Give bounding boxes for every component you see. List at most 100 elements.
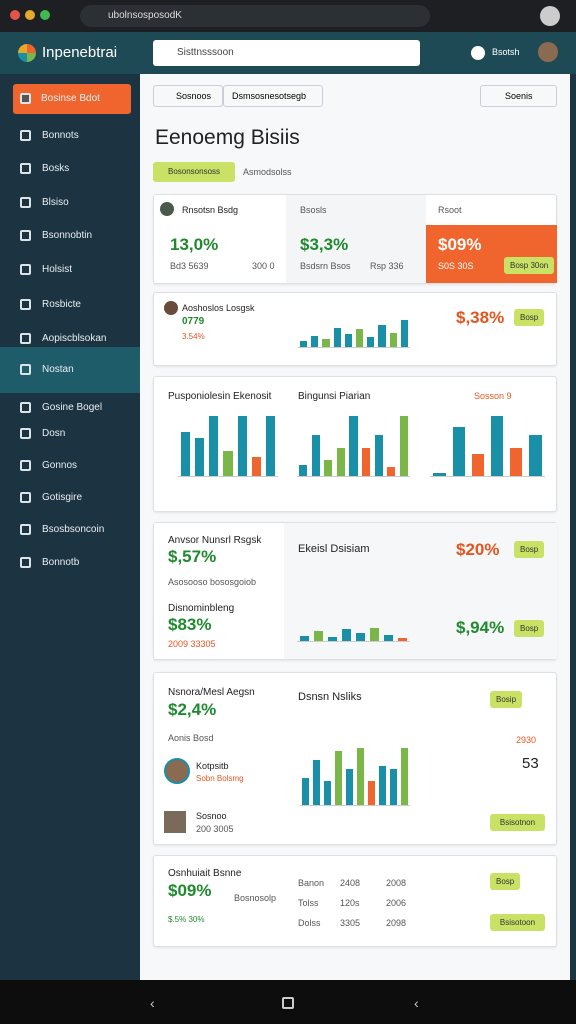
table-cell: 2408 xyxy=(340,878,361,888)
baseline xyxy=(300,805,410,806)
home[interactable] xyxy=(282,997,294,1009)
button[interactable]: Bosp xyxy=(514,620,545,637)
avatar[interactable] xyxy=(538,42,558,62)
big-value: 53 xyxy=(522,755,539,772)
kpi-label: Bsosls xyxy=(300,205,327,215)
baseline xyxy=(178,476,278,477)
user-icon[interactable] xyxy=(471,46,485,60)
avatar xyxy=(164,301,178,315)
foot-sub: 200 3005 xyxy=(196,824,234,834)
url-bar[interactable]: ubolnsosposodK xyxy=(80,5,430,27)
table-cell: 2006 xyxy=(386,898,407,908)
filter[interactable]: Asmodsolss xyxy=(243,167,292,177)
icon xyxy=(20,402,31,413)
icon xyxy=(20,299,31,310)
button[interactable]: Bsisotoon xyxy=(490,914,545,931)
button[interactable]: Bsisotnon xyxy=(490,814,545,831)
kpi-value: $09% xyxy=(438,235,482,254)
sidebar-item[interactable]: Bsonnobtin xyxy=(42,230,93,241)
metric: $,94% xyxy=(456,618,505,637)
sidebar-item[interactable]: Bonnots xyxy=(42,130,79,141)
bar xyxy=(362,447,371,476)
url: ubolnsosposodK xyxy=(108,10,182,21)
sidebar-item[interactable]: Gonnos xyxy=(42,460,78,471)
bar xyxy=(349,416,358,476)
bar xyxy=(452,426,465,476)
bar xyxy=(378,324,386,347)
bar xyxy=(389,769,397,805)
sub: Bosnosolp xyxy=(234,893,277,903)
sidebar: Bosinse Bdot Bonnots Bosks Blsiso Bsonnobtin… xyxy=(0,74,140,980)
browser-bar: ubolnsosposodK xyxy=(0,0,576,32)
bar xyxy=(367,337,375,347)
bar xyxy=(194,438,204,476)
avatar xyxy=(160,202,174,216)
bar xyxy=(333,327,341,347)
chart-title: Dsnsn Nsliks xyxy=(298,691,362,703)
recent[interactable]: ‹ xyxy=(414,995,419,1011)
bar xyxy=(209,416,219,476)
button[interactable]: Bosp xyxy=(514,541,545,558)
icon xyxy=(20,197,31,208)
bar xyxy=(180,431,190,476)
button[interactable]: Soenis xyxy=(480,85,557,107)
button[interactable]: Bosp xyxy=(490,873,521,890)
baseline xyxy=(297,476,410,477)
tab[interactable]: Dsmsosnesotsegb xyxy=(223,85,323,107)
baseline xyxy=(298,347,410,348)
sidebar-item[interactable]: Rosbicte xyxy=(42,299,81,310)
bar-chart xyxy=(297,413,410,477)
avatar[interactable] xyxy=(540,6,560,26)
dot xyxy=(25,10,35,20)
sidebar-item[interactable]: Gotisgire xyxy=(42,492,83,503)
kpi-row: Rnsotsn Bsdg 13,0% Bd3 5639 300 0 Bsosls… xyxy=(153,194,557,284)
card-title: Disnominbleng xyxy=(168,603,235,614)
sidebar-item[interactable]: Gosine Bogel xyxy=(42,402,103,413)
card: Anvsor Nunsrl Rsgsk $,57% Asosooso bosos… xyxy=(153,522,557,660)
filter[interactable]: Bosonsonsoss xyxy=(153,162,235,182)
sidebar-item[interactable]: Aopiscblsokan xyxy=(42,333,107,344)
side-value: 2930 xyxy=(516,735,537,745)
sidebar-item[interactable]: Blsiso xyxy=(42,197,69,208)
sidebar-item[interactable]: Bosinse Bdot xyxy=(13,84,131,114)
page-title: Eenoemg Bisiis xyxy=(155,126,300,149)
bar xyxy=(334,751,342,805)
metric: $,38% xyxy=(456,308,505,327)
bar xyxy=(299,464,308,476)
kpi-cell xyxy=(286,195,426,283)
back[interactable]: ‹ xyxy=(150,995,155,1011)
sidebar-item[interactable]: Nostan xyxy=(0,347,140,393)
kpi-sub: S0S 30S xyxy=(438,261,474,271)
baseline xyxy=(430,476,545,477)
card-title: Aoshoslos Losgsk xyxy=(182,303,255,313)
search-text: Sisttnsssoon xyxy=(177,47,234,58)
sidebar-item[interactable]: Dosn xyxy=(42,428,66,439)
card: Osnhuiait Bsnne $09% Bosnosolp $.5% 30% … xyxy=(153,855,557,947)
button[interactable]: Bosp xyxy=(514,309,545,326)
dot xyxy=(10,10,20,20)
edge xyxy=(570,74,576,980)
bar xyxy=(399,416,408,476)
icon xyxy=(20,364,31,375)
bar xyxy=(433,472,446,476)
tab[interactable]: Sosnoos xyxy=(153,85,223,107)
sidebar-item[interactable]: Bonnotb xyxy=(42,557,80,568)
sub: Asosooso bososgoiob xyxy=(168,577,257,587)
value: 0779 xyxy=(182,316,205,327)
bar xyxy=(370,628,380,641)
kpi-sub: 300 0 xyxy=(252,261,275,271)
baseline xyxy=(297,641,410,642)
bar xyxy=(387,466,396,476)
search[interactable]: Sisttnsssoon xyxy=(153,40,420,66)
sidebar-item[interactable]: Bsosbsoncoin xyxy=(42,524,105,535)
sidebar-item[interactable]: Bosks xyxy=(42,163,70,174)
button[interactable]: Bosip xyxy=(490,691,523,708)
kpi-sub: Rsp 336 xyxy=(370,261,404,271)
panel xyxy=(284,523,557,659)
sidebar-item[interactable]: Holsist xyxy=(42,264,73,275)
bar xyxy=(490,416,504,476)
bar xyxy=(341,629,351,641)
icon xyxy=(20,492,31,503)
bar xyxy=(529,435,542,476)
sub: $.5% 30% xyxy=(168,915,205,924)
